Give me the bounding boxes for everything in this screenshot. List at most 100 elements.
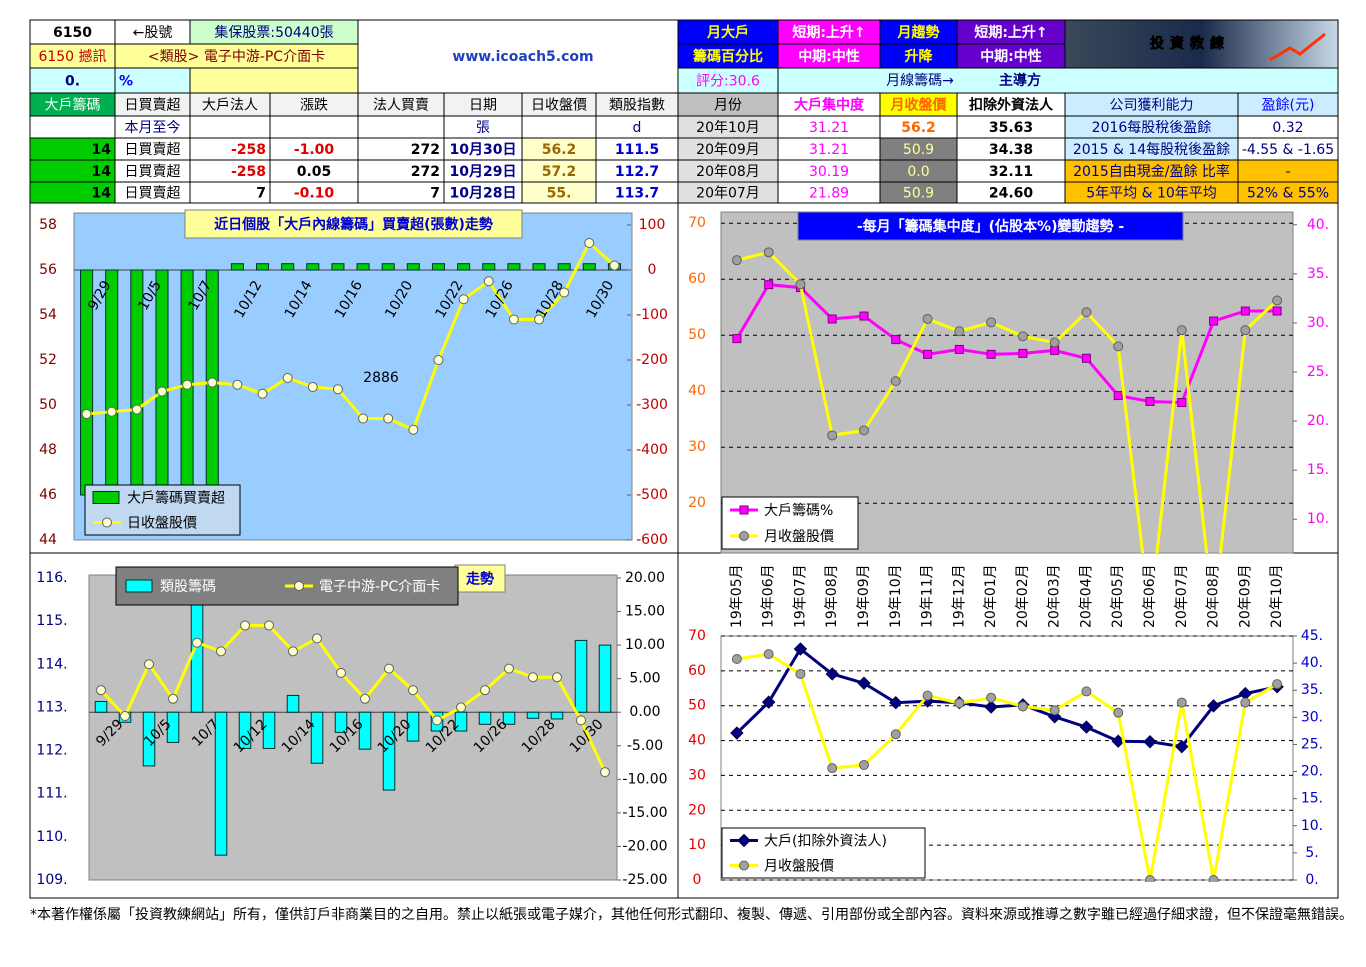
marker [144, 659, 154, 670]
chart-title-box [797, 211, 1184, 241]
legend-swatch [125, 579, 153, 593]
marker [433, 355, 444, 365]
marker [730, 726, 744, 740]
x-tick-label: 19年11月 [920, 564, 936, 628]
y2-tick-label: 35. [1301, 682, 1323, 698]
cell-text: 月趨勢 [897, 24, 940, 41]
cell-text: % [119, 74, 133, 90]
chart-title-box [184, 209, 523, 239]
bar [482, 263, 496, 271]
y-tick-label: 70 [688, 215, 706, 231]
cell-text: 日買賣超 [125, 186, 181, 202]
table-cell [879, 19, 958, 45]
x-tick-label: 19年07月 [792, 564, 808, 628]
x-tick-label: 19年12月 [951, 564, 967, 628]
marker [891, 335, 901, 345]
y-tick-label: 110. [36, 829, 67, 845]
marker [584, 238, 595, 248]
x-tick-label: 19年08月 [824, 564, 840, 628]
bar [507, 263, 521, 271]
y2-tick-label: -15.00 [622, 805, 667, 821]
table-cell [357, 115, 445, 139]
marker [192, 637, 202, 648]
line [736, 250, 1279, 553]
cell-text: -258 [231, 142, 266, 158]
marker [859, 425, 869, 436]
cell-text: 6150 撼訊 [38, 49, 106, 65]
y2-tick-label: -400 [636, 442, 668, 458]
marker [480, 685, 490, 696]
legend-marker [294, 581, 304, 591]
cell-text: -4.55 & -1.65 [1242, 142, 1334, 158]
y-tick-label: 40 [688, 733, 706, 749]
bar [155, 269, 169, 496]
cell-text: 籌碼百分比 [693, 48, 763, 65]
cell-text: 34.38 [989, 142, 1033, 158]
cell-text: 2015自由現金/盈餘 比率 [1073, 163, 1230, 180]
legend-label: 類股籌碼 [160, 579, 216, 595]
marker [827, 314, 837, 324]
marker [986, 692, 997, 703]
marker [923, 349, 933, 359]
x-tick-label: 20年09月 [1237, 564, 1253, 628]
y-tick-label: 58 [39, 217, 57, 233]
bar [502, 711, 516, 725]
marker [456, 702, 466, 713]
marker [922, 690, 933, 701]
cell-text: -0.10 [294, 186, 335, 202]
marker [576, 715, 586, 726]
cell-text: 公司獲利能力 [1110, 98, 1194, 114]
y-tick-label: 54 [39, 307, 57, 323]
marker [1050, 345, 1060, 355]
cell-text: 31.21 [809, 120, 849, 136]
cell-text: -1.00 [294, 142, 335, 158]
marker [795, 668, 806, 679]
table-cell [956, 43, 1066, 69]
bar [230, 263, 244, 271]
marker [1176, 325, 1187, 336]
marker [81, 409, 92, 419]
bar [598, 644, 612, 713]
bar [582, 263, 596, 271]
cell-text: 扣除外資法人 [969, 97, 1054, 114]
cell-text: - [1285, 164, 1290, 180]
marker [1081, 307, 1092, 318]
marker [1145, 875, 1155, 882]
table-cell [29, 19, 116, 45]
marker [207, 377, 218, 388]
bar [142, 711, 156, 767]
y2-tick-label: 45. [1301, 628, 1323, 644]
cell-text: 盈餘(元) [1262, 97, 1315, 114]
marker [384, 663, 394, 674]
bar [431, 263, 446, 271]
cell-text: 30.19 [809, 164, 849, 180]
chart-title: -每月「籌碼集中度」(佔股本%)變動趨勢 - [857, 218, 1125, 235]
legend-label: 大戶(扣除外資法人) [764, 834, 887, 850]
y2-tick-label: -600 [636, 532, 668, 548]
marker [504, 663, 514, 674]
y-tick-label: 44 [39, 532, 57, 548]
site-box [357, 19, 679, 94]
logo-text: 投資教練 [1150, 35, 1230, 52]
cell-text: 本月至今 [125, 120, 181, 136]
marker [1145, 396, 1155, 406]
marker [859, 311, 869, 321]
y2-tick-label: 10.00 [625, 637, 665, 653]
chart-title: 近日個股「大戶內線籌碼」買賣超(張數)走勢 [214, 216, 493, 233]
marker [795, 279, 806, 290]
marker [131, 404, 142, 415]
marker [1017, 701, 1028, 712]
marker [307, 382, 318, 392]
table-cell [677, 19, 779, 45]
y2-tick-label: -300 [636, 397, 668, 413]
y2-tick-label: 30. [1301, 709, 1323, 725]
marker [332, 384, 343, 395]
y-tick-label: 40 [688, 383, 706, 399]
y-tick-label: 115. [36, 613, 67, 629]
marker [1206, 699, 1221, 713]
marker [383, 413, 394, 424]
bar [281, 263, 295, 271]
legend-label: 月收盤股價 [764, 528, 834, 545]
cell-text: 111.5 [615, 142, 659, 158]
cell-text: 6150 [53, 25, 92, 41]
